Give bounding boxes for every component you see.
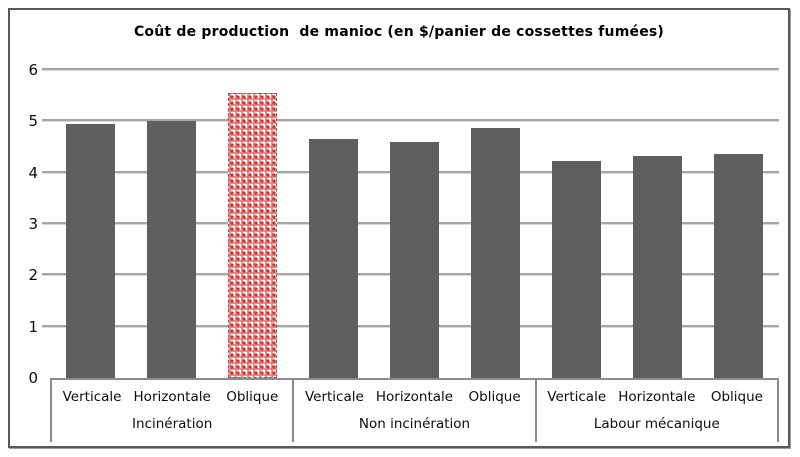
gridline-y5 bbox=[42, 119, 779, 123]
bar-incineration-horizontale bbox=[147, 121, 196, 378]
chart-frame: Coût de production de manioc (en $/panie… bbox=[8, 8, 790, 448]
ytick-label-2: 2 bbox=[28, 266, 38, 285]
category-label-row: Verticale Horizontale Oblique bbox=[294, 389, 534, 406]
category-label-oblique: Oblique bbox=[226, 389, 279, 405]
category-label-verticale: Verticale bbox=[62, 389, 122, 405]
bar-labour-mecanique-oblique bbox=[714, 154, 763, 378]
ytick-label-1: 1 bbox=[28, 317, 38, 336]
category-label-oblique: Oblique bbox=[468, 389, 521, 405]
category-label-row: Verticale Horizontale Oblique bbox=[537, 389, 777, 406]
gridline-y6 bbox=[42, 68, 779, 71]
chart-title: Coût de production de manioc (en $/panie… bbox=[133, 24, 665, 40]
ytick-label-6: 6 bbox=[28, 61, 38, 79]
bar-labour-mecanique-verticale bbox=[552, 160, 601, 378]
category-axis: Verticale Horizontale Oblique Incinération V… bbox=[50, 378, 779, 442]
category-label-horizontale: Horizontale bbox=[618, 389, 696, 405]
bar-incineration-verticale bbox=[66, 123, 115, 378]
bar-incineration-oblique bbox=[228, 93, 277, 378]
axis-group-labour-mecanique: Verticale Horizontale Oblique Labour mécani… bbox=[537, 380, 777, 442]
ytick-label-3: 3 bbox=[28, 215, 38, 233]
category-label-verticale: Verticale bbox=[304, 389, 364, 405]
group-label-incineration: Incinération bbox=[132, 416, 213, 432]
group-label-labour-mecanique: Labour mécanique bbox=[593, 416, 720, 432]
ytick-label-0: 0 bbox=[28, 369, 38, 387]
bar-labour-mecanique-horizontale bbox=[633, 155, 682, 378]
category-label-oblique: Oblique bbox=[710, 389, 763, 405]
bar-non-incineration-oblique bbox=[471, 127, 520, 378]
group-label-non-incineration: Non incinération bbox=[358, 416, 471, 432]
plot-area: 0 1 2 3 4 5 6 bbox=[28, 62, 779, 386]
bar-non-incineration-verticale bbox=[309, 139, 358, 378]
axis-group-non-incineration: Verticale Horizontale Oblique Non incinérat… bbox=[294, 380, 537, 442]
ytick-label-4: 4 bbox=[28, 163, 38, 182]
ytick-label-5: 5 bbox=[28, 112, 38, 131]
category-label-row: Verticale Horizontale Oblique bbox=[52, 389, 292, 406]
category-label-verticale: Verticale bbox=[547, 389, 607, 405]
axis-group-incineration: Verticale Horizontale Oblique Incinération bbox=[52, 380, 295, 442]
category-label-horizontale: Horizontale bbox=[133, 389, 211, 405]
bar-non-incineration-horizontale bbox=[390, 141, 439, 378]
category-label-horizontale: Horizontale bbox=[375, 389, 454, 405]
